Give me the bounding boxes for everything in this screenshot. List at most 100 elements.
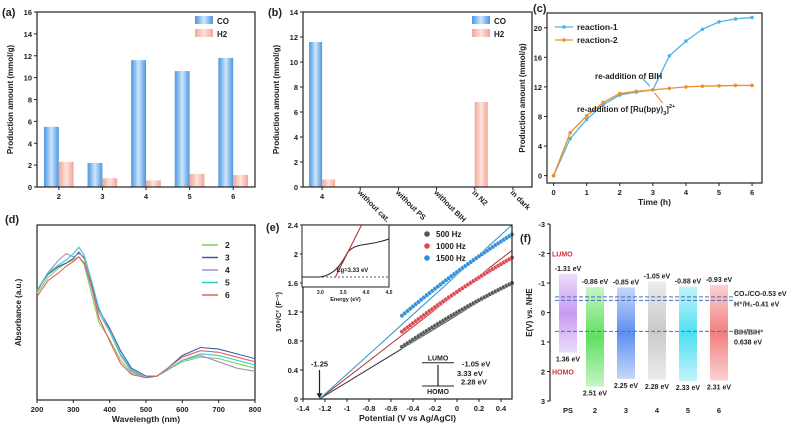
annotation-arrow [641, 76, 651, 87]
reference-label: H⁺/H₂-0.41 eV [734, 301, 780, 308]
panel-label: (d) [5, 214, 19, 226]
x-tick-label: 0.2 [474, 404, 484, 413]
data-point [700, 84, 705, 88]
band-bar-5 [679, 286, 697, 382]
data-point [568, 130, 572, 135]
data-point [551, 173, 556, 178]
lumo-label: LUMO [428, 356, 449, 363]
inset-annotation: Eg=3.33 eV [336, 268, 368, 274]
plot-frame [302, 11, 533, 188]
lumo-value: -0.86 eV [582, 279, 609, 286]
x-tick-label: 700 [212, 405, 225, 414]
x-tick-label: -0.6 [385, 404, 398, 413]
panel-label: (c) [533, 3, 547, 15]
band-bar-6 [710, 285, 728, 381]
y-tick-label: 0 [294, 183, 298, 192]
spectrum-3 [36, 251, 256, 377]
legend-label: 3 [225, 253, 230, 263]
data-point [568, 136, 572, 141]
panel-label: (a) [2, 7, 16, 19]
data-point [684, 85, 688, 89]
data-point [667, 54, 672, 58]
x-tick-label: 2 [593, 406, 597, 415]
y-tick-label: 6 [28, 117, 32, 126]
lumo-value: -1.05 eV [462, 359, 490, 368]
panel-b: 0 2 4 6 8 10 12 14 4 without cat. without PS withou… [268, 7, 533, 224]
spectrum-2 [36, 256, 256, 379]
legend-label: H2 [494, 30, 505, 39]
y-tick-label: 1.6 [288, 279, 298, 288]
y-axis-label: Absorbance (a.u.) [14, 278, 23, 346]
y-tick-label: 2.4 [288, 221, 299, 230]
y-tick-label: 0.4 [288, 366, 299, 375]
x-tick-label: 6 [750, 188, 754, 197]
bar-h2 [102, 178, 118, 187]
data-point [733, 17, 738, 21]
data-point [700, 27, 705, 32]
bar-h2 [474, 102, 488, 187]
x-tick-label: 3 [651, 188, 655, 197]
inset-tangent [334, 224, 363, 278]
intercept-label: -1.25 [311, 359, 328, 368]
annotation-part: re-addition of [Ru(bpy) [577, 105, 664, 114]
data-point [651, 88, 655, 92]
x-tick-label: in dark [509, 188, 533, 212]
legend-label: 5 [225, 278, 230, 288]
x-tick-label: 500 [140, 405, 153, 414]
data-point [717, 84, 721, 88]
data-point [750, 83, 754, 88]
y-tick-label: 6 [294, 108, 298, 117]
y-tick-label: -2 [538, 250, 545, 259]
y-tick-label: 10 [24, 74, 32, 83]
x-tick-label: without BIH [431, 187, 468, 224]
y-axis-label: Production amount (mmol/g) [272, 45, 281, 155]
legend-label: 6 [225, 290, 230, 300]
legend-label: CO [494, 17, 506, 26]
y-tick-label: 14 [290, 8, 299, 17]
x-axis-label: Wavelength (nm) [112, 414, 180, 424]
legend-label: 1000 Hz [436, 242, 466, 251]
x-tick-label: 0 [552, 188, 556, 197]
legend-marker [562, 25, 566, 29]
y-axis-label: Production amount (mmol/g) [6, 45, 15, 155]
x-tick-label: PS [563, 406, 573, 415]
legend-marker [424, 243, 430, 249]
inset-xlabel: Energy (eV) [330, 297, 361, 303]
annotation-ru: re-addition of [Ru(bpy)3]2+ [577, 104, 675, 117]
x-tick-label: 5 [717, 188, 721, 197]
legend-label: reaction-1 [577, 22, 618, 32]
legend-label: 500 Hz [436, 230, 461, 239]
bar-co [218, 57, 234, 187]
x-tick-label: -1 [344, 404, 351, 413]
legend-swatch [195, 16, 213, 24]
bar-co [87, 162, 103, 187]
y-tick-label: 10 [290, 58, 298, 67]
homo-value: 2.31 eV [707, 385, 731, 392]
panel-label: (b) [268, 7, 282, 19]
x-tick-label: 400 [103, 405, 116, 414]
legend-label: 1500 Hz [436, 254, 466, 263]
x-tick-label: 4 [684, 188, 689, 197]
panel-a: 0 2 4 6 8 10 12 14 16 2 3 4 5 6 Production amount (mmo… [2, 7, 256, 201]
y-tick-label: 8 [294, 83, 298, 92]
x-tick-label: -0.8 [363, 404, 376, 413]
legend-label: 4 [225, 265, 230, 275]
y-tick-label: 16 [534, 53, 542, 62]
inset-tick-label: 3.0 [317, 290, 324, 296]
data-point [634, 89, 639, 94]
reference-label: BIH/BIH⁺ [734, 329, 764, 336]
data-point [584, 113, 589, 118]
y-tick-label: 0 [541, 309, 545, 318]
y-tick-label: 12 [534, 83, 542, 92]
panel-f: -1.31 eV 1.36 eV PS -0.86 eV 2.51 eV 2 -0.85 e… [520, 220, 787, 415]
legend-label: reaction-2 [577, 35, 618, 45]
y-tick-label: 20 [534, 24, 542, 33]
homo-label: HOMO [427, 389, 449, 396]
x-tick-label: 6 [717, 406, 721, 415]
x-tick-label: -1.4 [297, 404, 311, 413]
x-axis-label: Potential (V vs Ag/AgCl) [359, 413, 456, 423]
lumo-value: -1.05 eV [644, 274, 671, 281]
y-tick-label: 0 [538, 172, 542, 181]
